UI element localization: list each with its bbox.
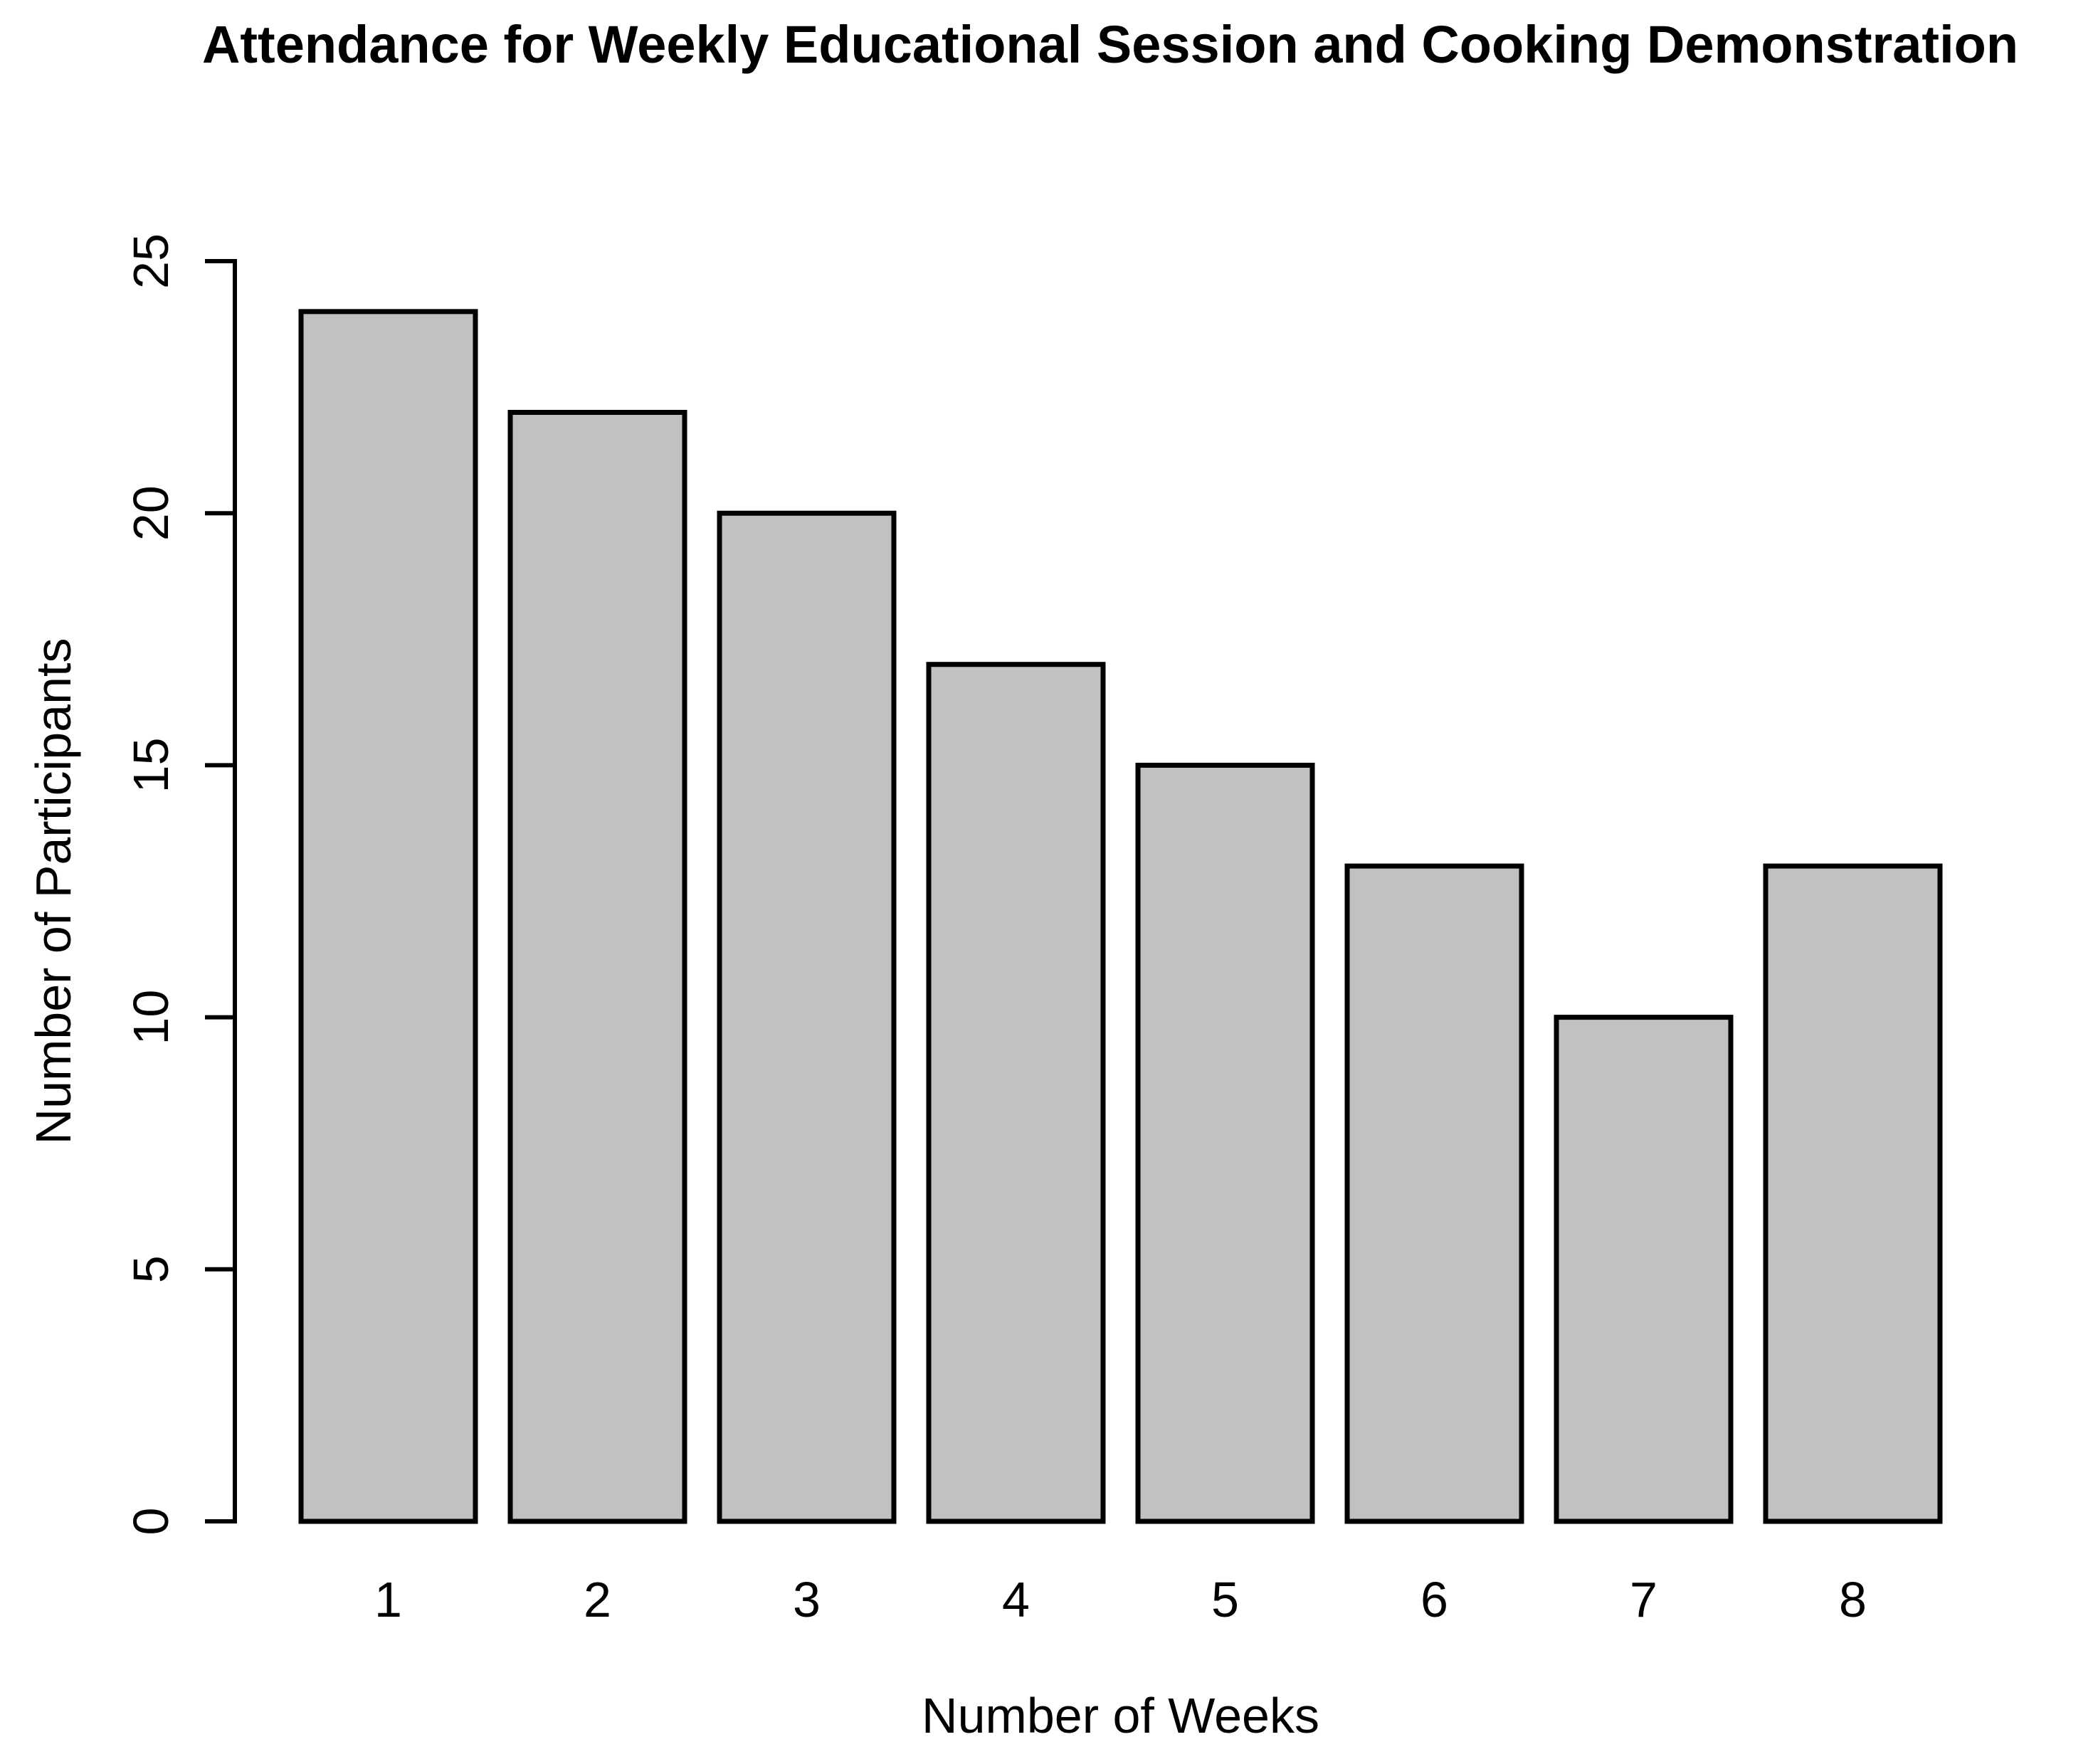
- y-axis-title: Number of Participants: [26, 638, 81, 1145]
- x-tick-label: 1: [374, 1572, 402, 1627]
- bar-week-8: [1763, 863, 1943, 1524]
- bar-week-3: [717, 510, 897, 1524]
- bar-week-5: [1135, 762, 1315, 1524]
- bar-week-1: [298, 309, 478, 1524]
- y-tick-label: 0: [123, 1508, 179, 1536]
- x-tick-label: 2: [584, 1572, 611, 1627]
- x-tick-label: 5: [1211, 1572, 1239, 1627]
- bar-week-6: [1344, 863, 1524, 1524]
- y-tick-label: 15: [123, 737, 179, 793]
- y-tick-label: 20: [123, 485, 179, 541]
- bar-week-7: [1554, 1015, 1734, 1524]
- x-tick-label: 4: [1002, 1572, 1030, 1627]
- x-tick-label: 3: [793, 1572, 821, 1627]
- chart-title: Attendance for Weekly Educational Sessio…: [202, 15, 2018, 74]
- x-axis-title: Number of Weeks: [922, 1688, 1319, 1743]
- y-tick-label: 10: [123, 990, 179, 1045]
- bar-week-2: [507, 410, 687, 1524]
- y-tick-label: 25: [123, 233, 179, 289]
- y-tick-label: 5: [123, 1255, 179, 1283]
- x-tick-label: 6: [1420, 1572, 1448, 1627]
- bar-week-4: [926, 662, 1106, 1524]
- x-tick-label: 8: [1839, 1572, 1867, 1627]
- x-tick-label: 7: [1630, 1572, 1657, 1627]
